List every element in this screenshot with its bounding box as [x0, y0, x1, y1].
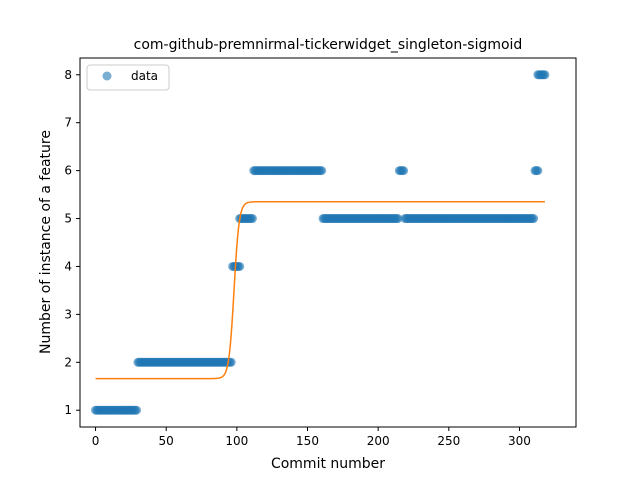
y-tick-label: 5: [64, 212, 72, 226]
y-tick-label: 6: [64, 164, 72, 178]
y-tick-label: 3: [64, 307, 72, 321]
x-tick-label: 150: [296, 434, 319, 448]
data-point: [540, 70, 550, 80]
x-tick-label: 300: [508, 434, 531, 448]
x-tick-label: 50: [159, 434, 174, 448]
y-tick-label: 7: [64, 116, 72, 130]
data-point: [132, 405, 142, 415]
y-axis: 1 2 3 4 5 6 7 8: [64, 68, 80, 417]
y-tick-label: 2: [64, 355, 72, 369]
legend-box: [86, 64, 170, 91]
x-tick-label: 200: [367, 434, 390, 448]
data-point: [235, 261, 245, 271]
plot-area: [91, 70, 550, 415]
series-sigmoid-fit-line: [95, 201, 545, 380]
x-tick-label: 100: [225, 434, 248, 448]
data-point: [317, 166, 327, 176]
chart-title: com-github-premnirmal-tickerwidget_singl…: [134, 37, 523, 53]
plot-frame: [79, 57, 577, 428]
data-point: [529, 214, 539, 224]
y-tick-label: 4: [64, 259, 72, 273]
data-point: [399, 166, 409, 176]
x-tick-label: 250: [437, 434, 460, 448]
y-axis-label: Number of instance of a feature: [38, 130, 54, 354]
y-tick-label: 8: [64, 68, 72, 82]
x-axis: 0 50 100 150 200 250 300: [92, 427, 531, 448]
x-axis-label: Commit number: [271, 456, 385, 472]
data-point: [533, 166, 543, 176]
y-tick-label: 1: [64, 403, 72, 417]
legend: data: [86, 64, 170, 91]
legend-marker: [102, 71, 112, 81]
data-point: [247, 214, 257, 224]
data-point: [393, 214, 403, 224]
legend-label-data: data: [131, 69, 158, 83]
x-tick-label: 0: [92, 434, 100, 448]
series-data: [91, 70, 550, 415]
